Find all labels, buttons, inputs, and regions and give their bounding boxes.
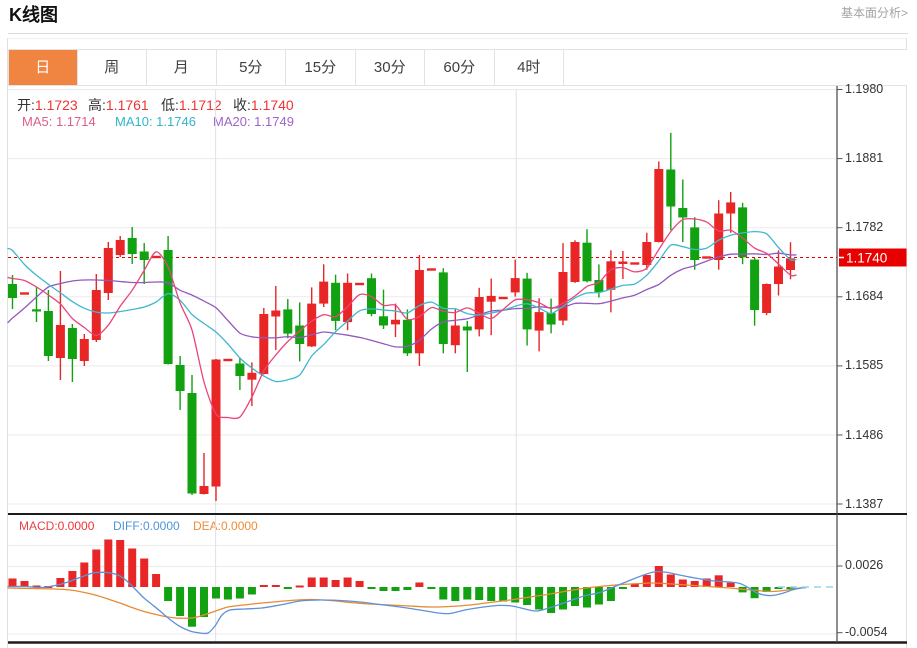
svg-text:1.1740: 1.1740 — [846, 251, 887, 266]
